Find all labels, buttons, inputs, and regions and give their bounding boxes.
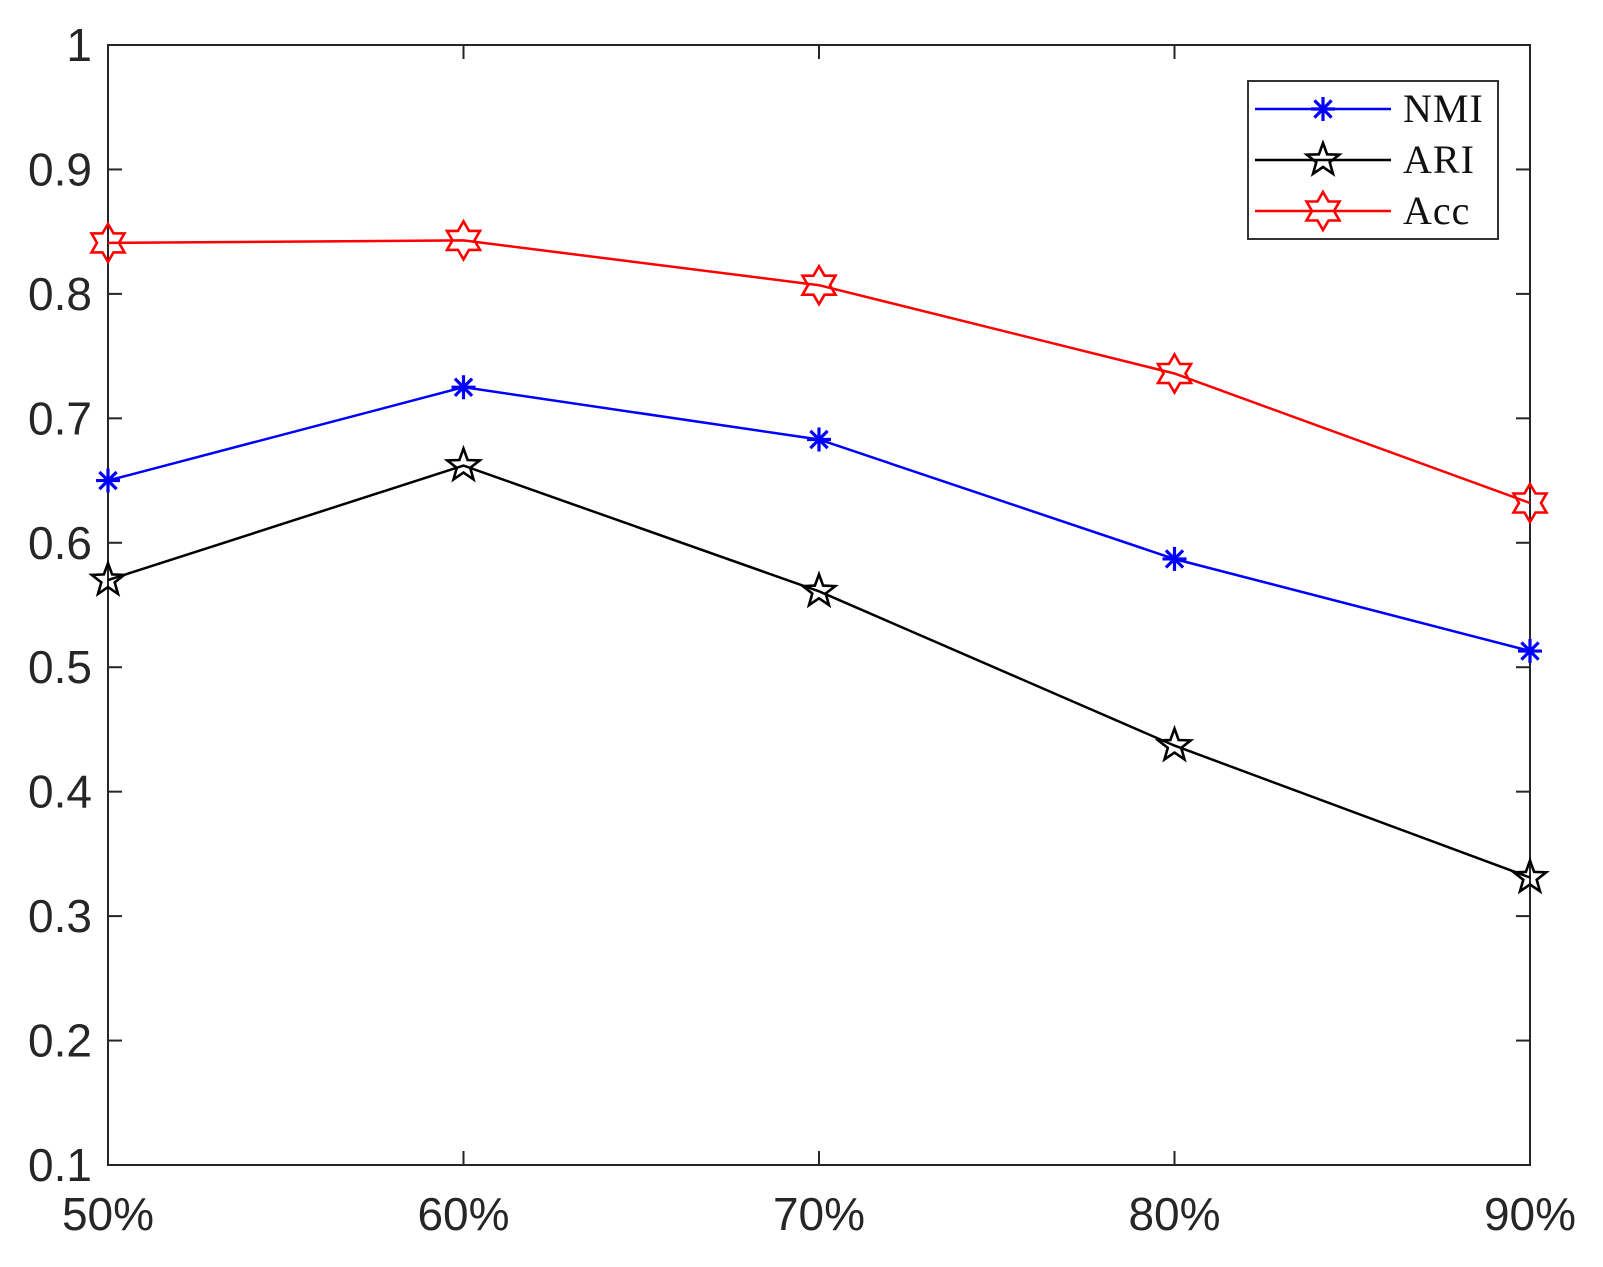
legend-item-nmi: NMI [1249,85,1497,133]
nmi-marker-2 [807,427,831,452]
legend-label-ari: ARI [1403,137,1475,182]
acc-legend-marker [1304,189,1342,233]
acc-marker-4 [1511,481,1549,525]
nmi-line [107,385,1531,653]
y-tick-label: 0.5 [28,641,92,693]
y-tick-label: 1 [66,19,92,71]
nmi-line-marker-icon [1255,97,1391,121]
ari-legend-marker [1303,139,1343,177]
acc-marker-0 [89,221,127,265]
x-tick-label: 50% [62,1188,154,1240]
nmi-legend-marker [1311,97,1335,121]
y-tick-label: 0.4 [28,766,92,818]
y-tick-label: 0.1 [28,1139,92,1191]
nmi-marker-3 [1162,546,1187,571]
ari-marker-3 [1154,724,1195,763]
nmi-marker-1 [451,375,476,400]
legend-item-ari: ARI [1249,136,1497,184]
acc-marker-3 [1155,351,1194,396]
acc-marker-2 [800,263,838,307]
ari-marker-2 [799,570,839,609]
legend-label-acc: Acc [1403,188,1471,233]
ari-marker-0 [88,559,128,597]
legend-item-acc: Acc [1249,187,1497,235]
y-tick-label: 0.6 [28,517,92,569]
ari-marker-1 [443,444,484,483]
y-tick-label: 0.9 [28,143,92,195]
acc-line-marker-icon [1255,189,1391,233]
ari-line-marker-icon [1255,139,1391,177]
legend-label-nmi: NMI [1403,86,1484,131]
x-tick-label: 90% [1484,1188,1576,1240]
legend-box: NMI ARI Acc [1247,80,1499,240]
ari-marker-4 [1510,856,1550,895]
acc-line [107,239,1531,505]
nmi-marker-4 [1518,639,1542,664]
y-tick-label: 0.8 [28,268,92,320]
nmi-marker-0 [96,468,120,493]
acc-marker-1 [444,218,483,262]
x-tick-label: 80% [1128,1188,1220,1240]
x-tick-label: 70% [773,1188,865,1240]
x-tick-label: 60% [417,1188,509,1240]
ari-line [107,464,1531,879]
y-tick-label: 0.7 [28,392,92,444]
y-tick-label: 0.3 [28,890,92,942]
y-tick-label: 0.2 [28,1015,92,1067]
